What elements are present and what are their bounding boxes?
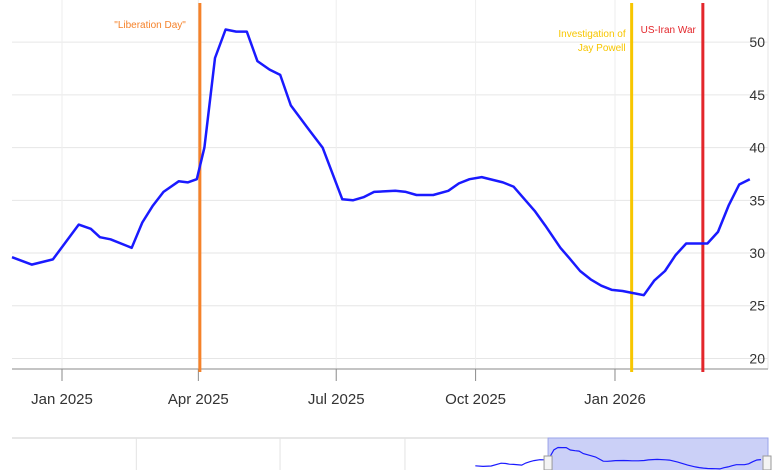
event-annotation-labels: "Liberation Day" Investigation of Jay Powe… [114,20,696,54]
series-line [11,28,751,297]
y-tick-label: 30 [749,245,765,261]
navigator-series-line [475,446,762,470]
x-tick-label: Apr 2025 [168,391,229,408]
event-label-powell-investigation: Investigation of Jay Powell [558,29,625,54]
series-lines [11,28,751,297]
range-navigator[interactable] [12,437,772,470]
event-label-line: Jay Powell [578,43,626,54]
event-label-liberation-day: "Liberation Day" [114,20,186,31]
y-tick-label: 35 [749,192,765,208]
navigator-handle[interactable] [543,455,553,470]
navigator-handles[interactable] [543,455,772,470]
vertical-gridlines [61,0,616,369]
event-label-line: Investigation of [558,29,625,40]
x-tick-label: Jan 2025 [31,391,93,408]
navigator-gridlines [135,438,406,470]
y-tick-label: 50 [749,34,765,50]
x-axis-ticks [61,369,616,381]
event-lines [198,3,705,372]
x-tick-label: Jul 2025 [308,391,365,408]
x-axis-tick-labels: Jan 2025 Apr 2025 Jul 2025 Oct 2025 Jan 2026 [31,391,646,408]
x-tick-label: Jan 2026 [584,391,646,408]
y-tick-label: 20 [749,350,765,366]
x-tick-label: Oct 2025 [445,391,506,408]
navigator-handle[interactable] [762,455,772,470]
event-label-us-iran-war: US-Iran War [641,25,697,36]
y-tick-label: 45 [749,87,765,103]
y-tick-label: 25 [749,298,765,314]
horizontal-gridlines [12,0,769,369]
y-tick-label: 40 [749,140,765,156]
y-axis-tick-labels: 20 25 30 35 40 45 50 [749,34,765,366]
